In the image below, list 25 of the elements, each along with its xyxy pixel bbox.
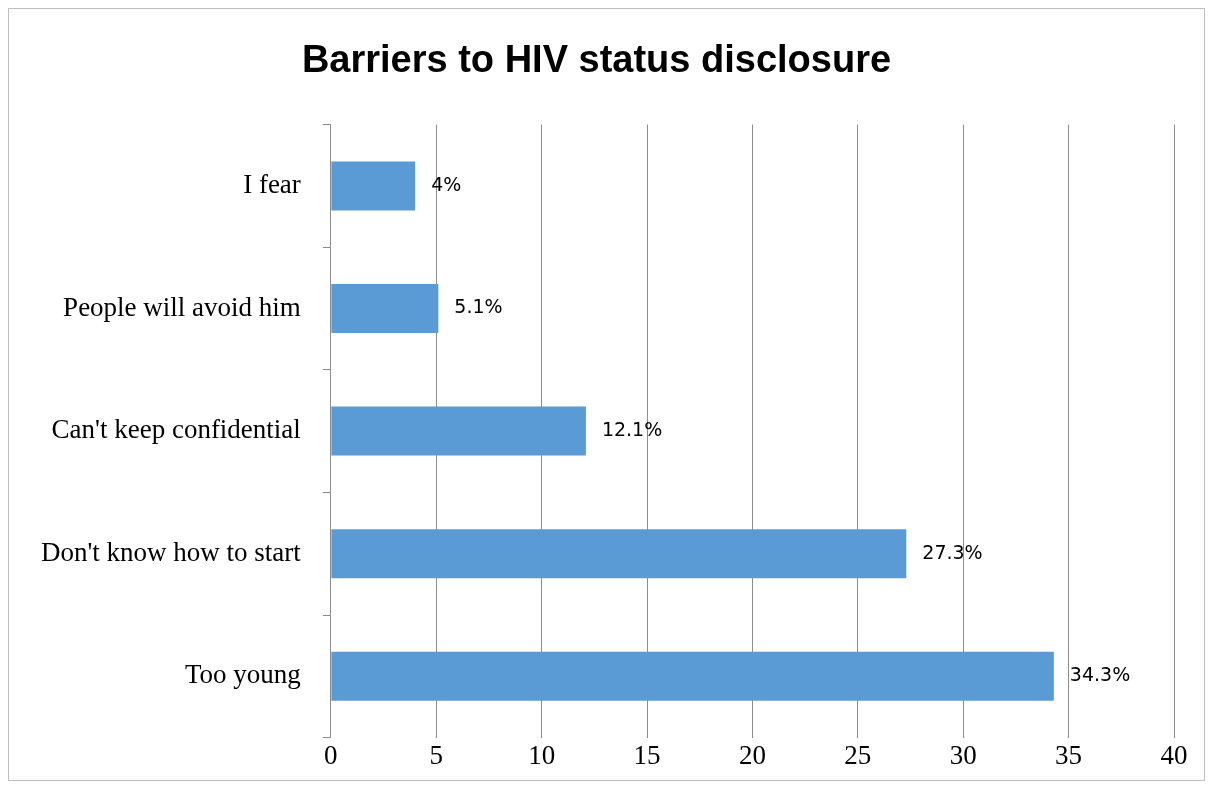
data-label: 34.3%	[1069, 663, 1131, 686]
data-label: 4%	[431, 172, 462, 195]
bar	[331, 529, 907, 579]
x-tick-label: 20	[738, 739, 766, 770]
chart-title: Barriers to HIV status disclosure	[301, 38, 892, 81]
x-tick-label: 0	[324, 739, 338, 770]
y-tick-label: People will avoid him	[63, 291, 301, 322]
x-tick-label: 15	[633, 739, 661, 770]
y-tick-label: I fear	[243, 168, 301, 199]
data-label: 12.1%	[601, 418, 663, 441]
data-label: 5.1%	[454, 295, 503, 318]
y-tick-label: Can't keep confidential	[51, 414, 301, 445]
x-tick-label: 30	[949, 739, 977, 770]
x-tick-label: 10	[528, 739, 556, 770]
y-tick-label: Don't know how to start	[40, 536, 302, 567]
y-tick-label: Too young	[184, 659, 301, 690]
bar	[331, 283, 439, 334]
x-tick-label: 5	[429, 739, 443, 770]
x-tick-label: 40	[1160, 739, 1188, 770]
x-tick-label: 35	[1055, 739, 1083, 770]
x-tick-label: 25	[844, 739, 872, 770]
bar	[331, 406, 586, 456]
bar	[331, 651, 1054, 701]
data-label: 27.3%	[922, 540, 983, 563]
bar	[331, 161, 416, 211]
